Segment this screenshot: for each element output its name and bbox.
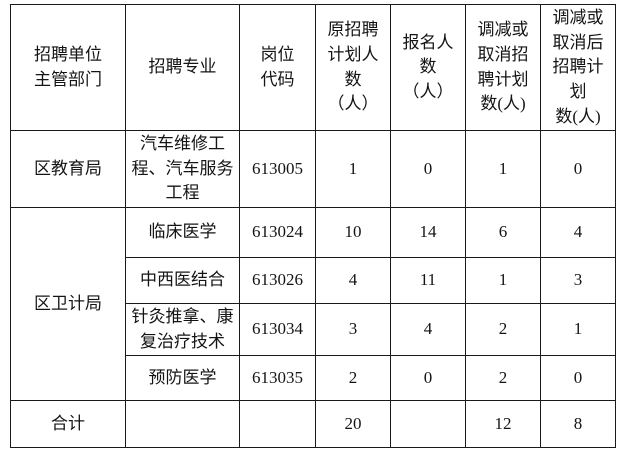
cell-code: 613035: [239, 355, 316, 402]
cell-dept: 区教育局: [10, 130, 126, 209]
cell-after: 3: [540, 257, 616, 305]
cell-after: 4: [540, 207, 616, 259]
table-row-health-1: 区卫计局 临床医学 613024 10 14 6 4: [10, 207, 616, 402]
table-row-health-4: 预防医学 613035 2 0 2 0: [11, 355, 616, 402]
cell-reduced: 1: [465, 130, 541, 209]
cell-code: 613005: [239, 130, 316, 209]
cell-planned: 10: [315, 207, 391, 259]
header-cell-code: 岗位 代码: [239, 3, 316, 132]
total-row: 合计 20 12 8: [10, 400, 616, 449]
cell-reduced: 1: [465, 257, 541, 305]
table-row-education: 区教育局 汽车维修工 程、汽车服务 工程 613005 1 0 1 0: [10, 130, 616, 209]
cell-major: 汽车维修工 程、汽车服务 工程: [125, 130, 240, 209]
cell-total-after: 8: [540, 400, 616, 449]
cell-code: 613024: [239, 207, 316, 259]
cell-planned: 1: [315, 130, 391, 209]
cell-after: 1: [540, 303, 616, 357]
header-row: 招聘单位 主管部门 招聘专业 岗位 代码 原招聘 计划人 数 （人） 报名人 数…: [10, 3, 616, 132]
table-row-health-2: 中西医结合 613026 4 11 1 3: [11, 257, 616, 305]
cell-planned: 4: [315, 257, 391, 305]
cell-major: 预防医学: [125, 355, 240, 402]
cell-reduced: 2: [465, 303, 541, 357]
cell-reduced: 6: [465, 207, 541, 259]
cell-total-label: 合计: [10, 400, 126, 449]
header-cell-after: 调减或 取消后 招聘计 划 数(人): [540, 3, 616, 132]
cell-applicants: 0: [390, 355, 466, 402]
header-cell-major: 招聘专业: [125, 3, 240, 132]
cell-major: 中西医结合: [125, 257, 240, 305]
cell-total-applicants: [390, 400, 466, 449]
header-cell-applicants: 报名人 数 （人）: [390, 3, 466, 132]
cell-dept-merged: 区卫计局: [10, 207, 126, 402]
header-cell-planned: 原招聘 计划人 数 （人）: [315, 3, 391, 132]
header-cell-dept: 招聘单位 主管部门: [10, 3, 126, 132]
cell-applicants: 11: [390, 257, 466, 305]
cell-total-reduced: 12: [465, 400, 541, 449]
cell-code: 613026: [239, 257, 316, 305]
cell-major: 针灸推拿、康 复治疗技术: [125, 303, 240, 357]
cell-major: 临床医学: [125, 207, 240, 259]
recruitment-plan-table: 招聘单位 主管部门 招聘专业 岗位 代码 原招聘 计划人 数 （人） 报名人 数…: [10, 3, 616, 449]
cell-total-code: [239, 400, 316, 449]
cell-reduced: 2: [465, 355, 541, 402]
cell-planned: 2: [315, 355, 391, 402]
table-row-health-3: 针灸推拿、康 复治疗技术 613034 3 4 2 1: [11, 303, 616, 357]
cell-applicants: 0: [390, 130, 466, 209]
cell-code: 613034: [239, 303, 316, 357]
cell-after: 0: [540, 130, 616, 209]
cell-after: 0: [540, 355, 616, 402]
cell-applicants: 14: [390, 207, 466, 259]
cell-total-major: [125, 400, 240, 449]
header-cell-reduced: 调减或 取消招 聘计划 数(人): [465, 3, 541, 132]
cell-planned: 3: [315, 303, 391, 357]
cell-applicants: 4: [390, 303, 466, 357]
cell-total-planned: 20: [315, 400, 391, 449]
